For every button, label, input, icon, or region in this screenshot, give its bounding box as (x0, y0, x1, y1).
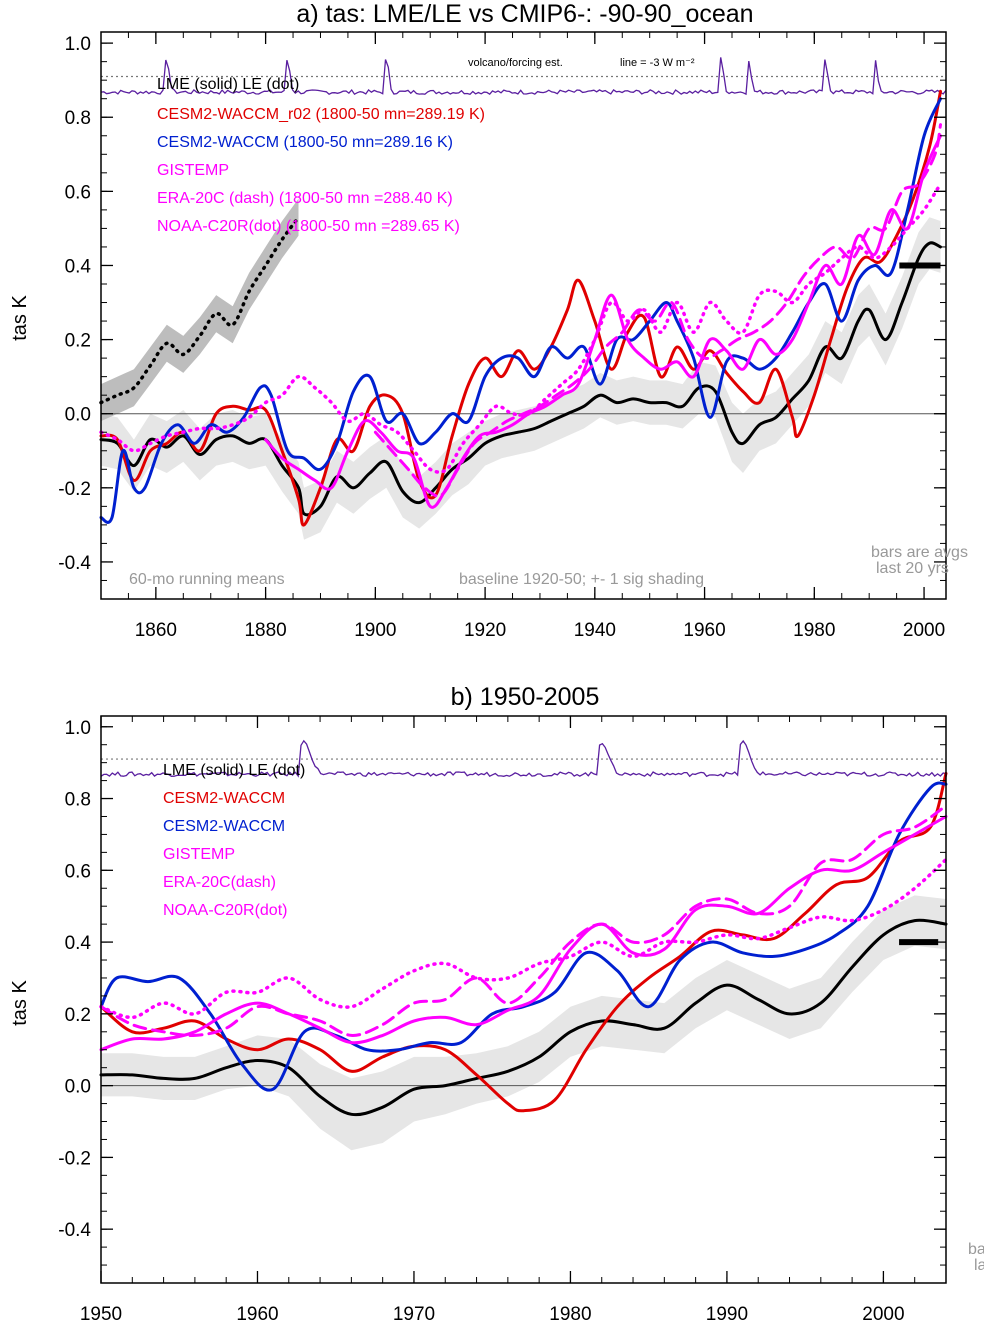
series-a-le (99, 215, 301, 405)
annotation-baseline: baseline 1920-50; +- 1 sig shading (459, 571, 704, 588)
ytick-label: -0.2 (58, 1148, 91, 1169)
xtick-label: 1980 (793, 620, 835, 641)
legend-a-era20c: ERA-20C (dash) (1800-50 mn =288.40 K) (157, 190, 453, 207)
xtick-label: 1990 (706, 1304, 748, 1325)
legend-b-era20c: ERA-20C(dash) (163, 874, 276, 891)
xtick-label: 1970 (393, 1304, 435, 1325)
panel-a-legend: LME (solid) LE (dot) CESM2-WACCM_r02 (18… (157, 76, 485, 235)
xtick-label: 2000 (903, 620, 945, 641)
xtick-label: 1920 (464, 620, 506, 641)
ytick-label: 0.8 (65, 790, 91, 811)
band-b-lme (101, 895, 946, 1151)
panel-b-series (99, 771, 948, 1117)
xtick-label: 1880 (244, 620, 286, 641)
panel-b: b) 1950-2005 tas K -0.4 -0.2 0.0 0.2 0.4 0.6 0… (9, 683, 984, 1325)
forcing-trace (100, 57, 947, 96)
annotation-forcing-line: line = -3 W m⁻² (620, 57, 695, 69)
xtick-label: 1950 (80, 1304, 122, 1325)
annotation-bars-2: last 20 yrs (876, 560, 949, 577)
ytick-label: 0.4 (65, 933, 92, 954)
forcing-trace (100, 739, 947, 778)
panel-a: a) tas: LME/LE vs CMIP6-: -90-90_ocean t… (9, 0, 968, 641)
xtick-label: 1940 (574, 620, 616, 641)
panel-a-forcing (100, 57, 947, 96)
annotation-running-means: 60-mo running means (129, 571, 285, 588)
ytick-label: 0.0 (65, 405, 91, 426)
legend-a-cesm2-waccm-r02: CESM2-WACCM_r02 (1800-50 mn=289.19 K) (157, 106, 485, 123)
panel-a-series (99, 89, 943, 527)
series-b-era-20c (99, 804, 948, 1037)
legend-a-noaa-c20r: NOAA-C20R(dot) (1800-50 mn =289.65 K) (157, 218, 460, 235)
ytick-label: -0.2 (58, 479, 91, 500)
panel-b-ylabel: tas K (9, 980, 31, 1026)
annotation-b-bars-2: la (974, 1257, 984, 1274)
ytick-label: 0.8 (65, 108, 91, 129)
ytick-label: -0.4 (58, 1220, 91, 1241)
ytick-label: -0.4 (58, 553, 91, 574)
panel-b-legend: LME (solid) LE (dot) CESM2-WACCM CESM2-W… (163, 762, 305, 919)
plot-frame (100, 31, 947, 600)
legend-a-lme-le: LME (solid) LE (dot) (157, 76, 299, 93)
legend-a-gistemp: GISTEMP (157, 162, 229, 179)
series-b-noaa-c20r (99, 857, 948, 1020)
series-a-lme (99, 241, 942, 517)
series-a-cesm2-waccm (99, 97, 942, 524)
series-b-cesm2-waccm (99, 781, 948, 1092)
xtick-label: 2000 (862, 1304, 904, 1325)
legend-b-cesm2-waccm: CESM2-WACCM (163, 818, 285, 835)
ytick-label: 0.6 (65, 861, 91, 882)
legend-b-noaa-c20r: NOAA-C20R(dot) (163, 902, 287, 919)
series-a-gistemp (264, 134, 942, 509)
xtick-label: 1860 (135, 620, 177, 641)
ytick-label: 0.4 (65, 256, 92, 277)
ytick-label: 0.2 (65, 1005, 91, 1026)
plot-frame (100, 715, 947, 1284)
panel-a-ticks: -0.4 -0.2 0.0 0.2 0.4 0.6 0.8 1.0 1860 1880 1900 19… (58, 32, 946, 641)
series-b-gistemp (99, 815, 948, 1052)
series-a-era-20c (373, 123, 942, 498)
ytick-label: 1.0 (65, 718, 91, 739)
ytick-label: 1.0 (65, 34, 91, 55)
ytick-label: 0.6 (65, 182, 91, 203)
panel-a-axes (100, 31, 947, 600)
series-b-cesm2-waccm_r02 (99, 771, 948, 1113)
xtick-label: 1900 (354, 620, 396, 641)
panel-b-axes (100, 715, 947, 1284)
annotation-b-bars-1: ba (968, 1241, 984, 1258)
annotation-volcano: volcano/forcing est. (468, 57, 563, 69)
series-a-noaa-c20r (99, 182, 943, 474)
xtick-label: 1980 (549, 1304, 591, 1325)
xtick-label: 1960 (236, 1304, 278, 1325)
ytick-label: 0.0 (65, 1077, 91, 1098)
xtick-label: 1960 (683, 620, 725, 641)
legend-a-cesm2-waccm: CESM2-WACCM (1800-50 mn=289.16 K) (157, 134, 453, 151)
panel-b-forcing (100, 739, 947, 778)
panel-a-title: a) tas: LME/LE vs CMIP6-: -90-90_ocean (296, 0, 753, 28)
band-a-lme (101, 217, 941, 540)
ytick-label: 0.2 (65, 331, 91, 352)
panel-a-ylabel: tas K (9, 295, 31, 341)
legend-b-gistemp: GISTEMP (163, 846, 235, 863)
annotation-bars-1: bars are avgs (871, 544, 968, 561)
legend-b-cesm2-waccm-r02: CESM2-WACCM (163, 790, 285, 807)
legend-b-lme-le: LME (solid) LE (dot) (163, 762, 305, 779)
panel-b-reference (101, 758, 946, 1087)
panel-b-ticks: -0.4 -0.2 0.0 0.2 0.4 0.6 0.8 1.0 1950 1960 1970 19… (58, 716, 947, 1325)
panel-b-shading (101, 895, 946, 1151)
panel-b-title: b) 1950-2005 (451, 683, 600, 711)
